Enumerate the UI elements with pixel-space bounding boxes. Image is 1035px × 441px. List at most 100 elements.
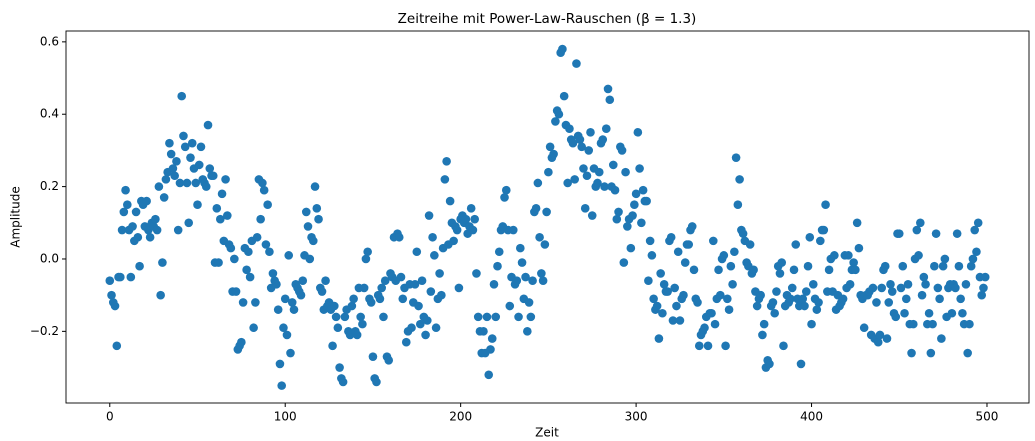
data-point	[689, 265, 699, 275]
data-point	[277, 381, 287, 390]
data-point	[472, 269, 481, 278]
data-point	[631, 189, 641, 199]
data-point	[719, 251, 729, 260]
data-point	[212, 204, 222, 213]
data-point	[921, 280, 930, 289]
data-point	[180, 142, 190, 152]
data-point	[401, 337, 411, 347]
data-point	[638, 185, 648, 195]
data-point	[880, 261, 890, 271]
data-point	[587, 211, 597, 220]
data-point	[563, 178, 572, 188]
data-point	[765, 359, 774, 369]
data-point	[205, 164, 215, 173]
data-point	[435, 269, 444, 278]
x-tick-label: 0	[106, 410, 114, 424]
data-point	[259, 185, 269, 195]
data-point	[208, 171, 218, 181]
data-point	[468, 225, 478, 235]
data-point	[361, 254, 371, 264]
data-point	[158, 258, 167, 267]
data-point	[152, 225, 162, 235]
data-point	[454, 283, 464, 293]
data-point	[572, 59, 581, 68]
data-point	[416, 319, 425, 329]
data-point	[926, 348, 936, 358]
data-point	[937, 334, 946, 343]
data-point	[296, 290, 306, 300]
data-point	[852, 218, 862, 228]
data-point	[484, 370, 494, 380]
data-point	[768, 298, 778, 307]
data-point	[177, 91, 187, 101]
data-point	[516, 243, 525, 253]
data-point	[545, 142, 555, 152]
data-point	[894, 229, 904, 238]
data-point	[437, 290, 446, 300]
data-point	[487, 334, 497, 343]
data-point	[156, 290, 165, 300]
data-point	[268, 269, 278, 278]
data-point	[526, 312, 536, 322]
data-point	[187, 138, 197, 148]
data-point	[505, 301, 515, 311]
data-point	[338, 377, 348, 387]
data-point	[173, 225, 183, 235]
data-point	[954, 261, 964, 271]
data-point	[666, 232, 676, 242]
data-point	[312, 204, 322, 213]
data-point	[601, 124, 611, 134]
data-point	[724, 305, 734, 314]
data-point	[928, 319, 937, 329]
data-point	[128, 222, 137, 231]
data-point	[903, 280, 913, 289]
data-point	[479, 327, 488, 336]
data-point	[105, 276, 115, 285]
data-point	[356, 312, 365, 322]
data-point	[694, 341, 704, 351]
data-point	[398, 294, 408, 304]
data-point	[672, 301, 681, 311]
data-point	[896, 283, 906, 293]
data-point	[819, 225, 829, 235]
data-point	[531, 204, 541, 213]
data-point	[637, 218, 646, 228]
data-point	[707, 308, 716, 318]
data-point	[473, 312, 483, 322]
data-point	[230, 254, 239, 264]
x-tick-label: 400	[800, 410, 823, 424]
data-point	[803, 261, 813, 271]
data-point	[626, 243, 636, 253]
y-axis-label: Amplitude	[9, 186, 23, 248]
data-point	[428, 232, 437, 242]
data-point	[394, 232, 404, 242]
data-point	[449, 236, 458, 246]
data-point	[184, 218, 194, 228]
data-point	[582, 171, 592, 181]
data-point	[805, 232, 815, 242]
y-tick-label: 0.2	[40, 179, 59, 193]
data-point	[310, 182, 320, 191]
data-point	[824, 265, 834, 275]
data-point	[145, 232, 155, 242]
data-point	[491, 312, 501, 322]
data-point	[933, 283, 943, 293]
data-point	[272, 280, 281, 289]
data-point	[931, 229, 941, 238]
data-point	[126, 272, 136, 282]
data-point	[470, 214, 479, 224]
data-point	[196, 142, 206, 152]
data-point	[958, 308, 967, 318]
data-point	[379, 312, 388, 322]
data-point	[789, 265, 799, 275]
data-point	[916, 218, 925, 228]
data-point	[265, 247, 274, 257]
data-point	[368, 352, 378, 361]
data-point	[537, 269, 546, 278]
data-point	[544, 167, 553, 177]
y-tick-label: 0.0	[40, 251, 59, 265]
data-point	[887, 287, 897, 296]
data-point	[814, 298, 823, 307]
data-point	[308, 236, 318, 246]
